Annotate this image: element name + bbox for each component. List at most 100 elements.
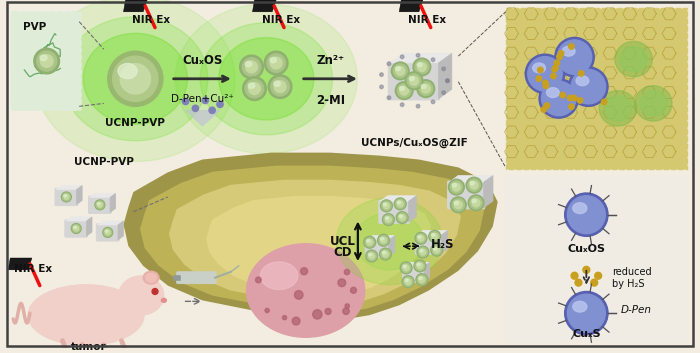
Ellipse shape [274,81,286,92]
Ellipse shape [468,195,484,211]
Ellipse shape [336,198,442,285]
Ellipse shape [64,195,69,199]
Polygon shape [87,217,92,236]
Text: CD: CD [334,246,352,259]
Circle shape [541,107,547,112]
Ellipse shape [415,232,427,244]
Ellipse shape [402,263,411,273]
Polygon shape [186,110,220,126]
Ellipse shape [381,237,386,243]
Ellipse shape [118,64,137,79]
Ellipse shape [34,48,60,74]
Polygon shape [449,175,493,182]
Ellipse shape [395,67,400,71]
Ellipse shape [573,301,587,312]
Ellipse shape [568,294,606,332]
Circle shape [183,98,189,104]
Ellipse shape [72,225,80,232]
Ellipse shape [64,195,66,197]
Ellipse shape [568,196,606,234]
Ellipse shape [36,0,235,162]
Ellipse shape [419,277,425,283]
Ellipse shape [452,183,461,191]
Ellipse shape [454,201,458,205]
Ellipse shape [452,183,456,187]
Ellipse shape [415,261,424,270]
Ellipse shape [449,179,464,195]
Ellipse shape [74,226,76,228]
Ellipse shape [454,201,462,209]
Ellipse shape [640,91,667,116]
Ellipse shape [120,64,150,94]
Polygon shape [110,193,116,212]
Ellipse shape [391,62,409,80]
Ellipse shape [384,203,389,209]
Circle shape [595,272,601,279]
FancyBboxPatch shape [365,239,390,258]
Ellipse shape [386,217,391,222]
Ellipse shape [97,203,100,205]
Ellipse shape [414,260,426,272]
Ellipse shape [270,58,276,63]
Ellipse shape [118,276,164,315]
Ellipse shape [599,91,636,126]
Ellipse shape [452,199,465,211]
Circle shape [379,85,384,89]
Ellipse shape [405,279,411,285]
Ellipse shape [355,213,424,270]
FancyBboxPatch shape [402,265,426,282]
Polygon shape [169,180,461,305]
FancyBboxPatch shape [176,272,216,283]
Circle shape [416,104,420,108]
Ellipse shape [384,203,386,206]
Ellipse shape [417,80,435,97]
FancyBboxPatch shape [55,188,78,205]
Ellipse shape [417,263,423,269]
Circle shape [400,103,404,107]
Ellipse shape [245,79,264,98]
Polygon shape [253,0,276,12]
Circle shape [400,55,404,59]
Circle shape [193,105,199,112]
Ellipse shape [367,239,370,242]
Ellipse shape [62,192,71,202]
Ellipse shape [525,54,565,94]
Text: CuₓOS: CuₓOS [182,54,223,67]
Ellipse shape [144,271,159,284]
Polygon shape [404,262,430,266]
Ellipse shape [382,201,391,210]
Text: D-Pen+Cu²⁺: D-Pen+Cu²⁺ [171,94,234,103]
Polygon shape [439,53,452,99]
Ellipse shape [419,277,422,280]
Circle shape [292,317,300,325]
Ellipse shape [635,86,672,121]
Ellipse shape [429,231,440,242]
Ellipse shape [381,250,390,259]
Ellipse shape [573,203,587,214]
Ellipse shape [379,236,388,245]
Ellipse shape [95,200,105,210]
Circle shape [295,291,303,299]
Circle shape [575,279,582,286]
Circle shape [387,96,391,100]
Ellipse shape [63,17,208,141]
Ellipse shape [379,248,391,260]
FancyBboxPatch shape [97,224,119,241]
Ellipse shape [104,228,111,236]
Circle shape [446,79,449,83]
Ellipse shape [265,51,288,75]
Ellipse shape [407,74,421,88]
Ellipse shape [417,63,422,67]
Ellipse shape [113,56,158,101]
Ellipse shape [246,244,365,337]
Ellipse shape [162,298,167,302]
Ellipse shape [105,230,110,235]
Ellipse shape [385,217,389,220]
Ellipse shape [41,55,53,67]
Circle shape [256,277,261,283]
Circle shape [568,104,574,109]
Ellipse shape [268,75,292,98]
Circle shape [313,310,322,319]
Ellipse shape [413,58,430,76]
Ellipse shape [416,274,428,286]
